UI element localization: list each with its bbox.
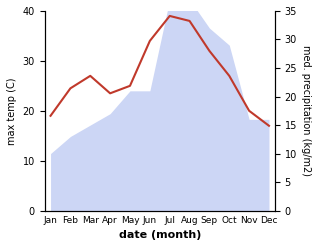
Y-axis label: med. precipitation (kg/m2): med. precipitation (kg/m2) xyxy=(301,45,311,176)
Y-axis label: max temp (C): max temp (C) xyxy=(7,77,17,144)
X-axis label: date (month): date (month) xyxy=(119,230,201,240)
